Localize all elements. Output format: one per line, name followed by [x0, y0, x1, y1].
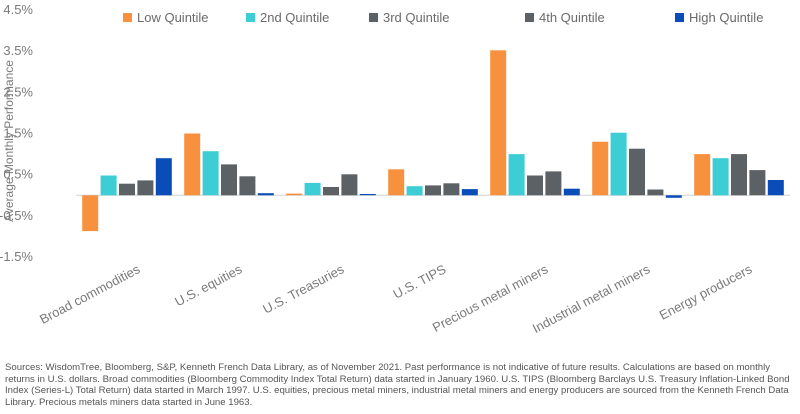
bars	[82, 50, 784, 232]
bar	[137, 180, 154, 196]
bar	[239, 176, 256, 196]
bar	[610, 132, 627, 196]
bar	[184, 133, 201, 196]
y-axis: -1.5% -0.5% 0.5% 1.5% 2.5% 3.5% 4.5%	[0, 2, 33, 264]
bar	[647, 189, 664, 196]
bar	[527, 175, 543, 196]
bar	[286, 193, 303, 196]
category-label: Broad commodities	[37, 261, 143, 327]
bar	[694, 154, 711, 196]
bar	[731, 154, 747, 196]
bar	[155, 158, 172, 196]
y-tick-label: -1.5%	[0, 249, 33, 264]
legend: Low Quintile 2nd Quintile 3rd Quintile 4th …	[123, 10, 763, 25]
bar	[490, 50, 507, 196]
bar	[388, 169, 405, 196]
bar	[257, 193, 274, 196]
bar	[425, 185, 441, 196]
legend-swatch	[369, 13, 378, 22]
bar	[508, 154, 525, 196]
y-tick-label: 1.5%	[3, 126, 33, 141]
legend-swatch	[246, 13, 255, 22]
y-tick-label: -0.5%	[0, 208, 33, 223]
bar	[767, 180, 784, 196]
bar	[221, 164, 237, 196]
legend-label: 3rd Quintile	[383, 10, 449, 25]
bar	[100, 175, 117, 196]
legend-label: Low Quintile	[137, 10, 209, 25]
bar	[119, 183, 135, 196]
bar	[341, 174, 358, 196]
bar	[359, 194, 376, 196]
bar	[665, 195, 682, 198]
legend-swatch	[123, 13, 132, 22]
bar	[202, 151, 219, 196]
y-tick-label: 0.5%	[3, 167, 33, 182]
bar	[712, 158, 729, 196]
legend-swatch	[675, 13, 684, 22]
legend-swatch	[525, 13, 534, 22]
bar	[749, 170, 766, 196]
legend-label: 4th Quintile	[539, 10, 605, 25]
bar	[406, 186, 423, 196]
y-tick-label: 3.5%	[3, 43, 33, 58]
bar-chart: Low Quintile 2nd Quintile 3rd Quintile 4th …	[0, 2, 790, 336]
category-label: U.S. TIPS	[391, 261, 449, 301]
y-tick-label: 4.5%	[3, 2, 33, 17]
category-label: Energy producers	[657, 261, 755, 323]
y-tick-label: 2.5%	[3, 84, 33, 99]
bar	[443, 183, 460, 196]
legend-label: 2nd Quintile	[260, 10, 329, 25]
category-label: U.S. Treasuries	[260, 261, 347, 317]
bar	[563, 188, 580, 196]
bar	[545, 171, 562, 196]
y-axis-label: Average Monthly Performance	[2, 60, 16, 222]
category-label: U.S. equities	[172, 261, 245, 309]
bar	[304, 182, 321, 196]
bar	[82, 195, 99, 232]
x-axis: Broad commodities U.S. equities U.S. Treas…	[37, 261, 755, 336]
legend-label: High Quintile	[689, 10, 763, 25]
bar	[461, 189, 478, 196]
bar	[323, 187, 339, 196]
bar	[629, 148, 645, 196]
sources-footnote: Sources: WisdomTree, Bloomberg, S&P, Ken…	[5, 362, 790, 408]
bar	[592, 141, 609, 196]
